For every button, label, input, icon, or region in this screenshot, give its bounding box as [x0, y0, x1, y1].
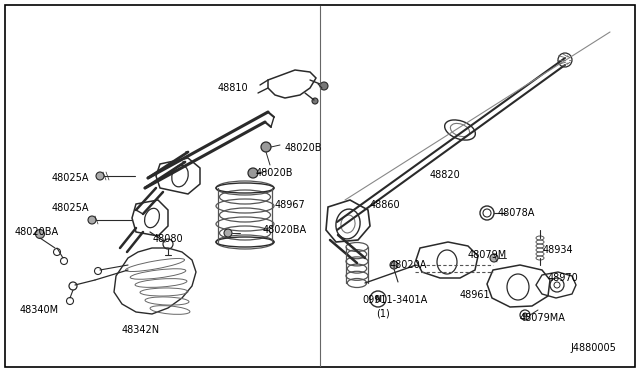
- Text: (1): (1): [376, 309, 390, 319]
- Text: 48820: 48820: [430, 170, 461, 180]
- Text: 48079MA: 48079MA: [520, 313, 566, 323]
- Text: 48020B: 48020B: [256, 168, 294, 178]
- Circle shape: [96, 172, 104, 180]
- Text: 48025A: 48025A: [52, 203, 90, 213]
- Text: 48967: 48967: [275, 200, 306, 210]
- Circle shape: [261, 142, 271, 152]
- Text: 48078A: 48078A: [498, 208, 536, 218]
- Text: 48079M: 48079M: [468, 250, 508, 260]
- Text: 48970: 48970: [548, 273, 579, 283]
- Text: 09911-3401A: 09911-3401A: [362, 295, 428, 305]
- Text: 48342N: 48342N: [122, 325, 160, 335]
- Text: 48020B: 48020B: [285, 143, 323, 153]
- Circle shape: [390, 261, 398, 269]
- Text: 48810: 48810: [218, 83, 248, 93]
- Text: 48961: 48961: [460, 290, 491, 300]
- Text: 48020BA: 48020BA: [15, 227, 59, 237]
- Circle shape: [248, 168, 258, 178]
- Circle shape: [523, 313, 527, 317]
- Text: 48020A: 48020A: [390, 260, 428, 270]
- Text: J4880005: J4880005: [570, 343, 616, 353]
- Circle shape: [320, 82, 328, 90]
- Text: 48340M: 48340M: [20, 305, 59, 315]
- Circle shape: [312, 98, 318, 104]
- Text: 48020BA: 48020BA: [263, 225, 307, 235]
- Text: N: N: [374, 295, 381, 304]
- Text: 48934: 48934: [543, 245, 573, 255]
- Circle shape: [490, 254, 498, 262]
- Text: 48080: 48080: [153, 234, 184, 244]
- Text: 48860: 48860: [370, 200, 401, 210]
- Text: 48025A: 48025A: [52, 173, 90, 183]
- Circle shape: [88, 216, 96, 224]
- Circle shape: [35, 230, 45, 238]
- Circle shape: [224, 229, 232, 237]
